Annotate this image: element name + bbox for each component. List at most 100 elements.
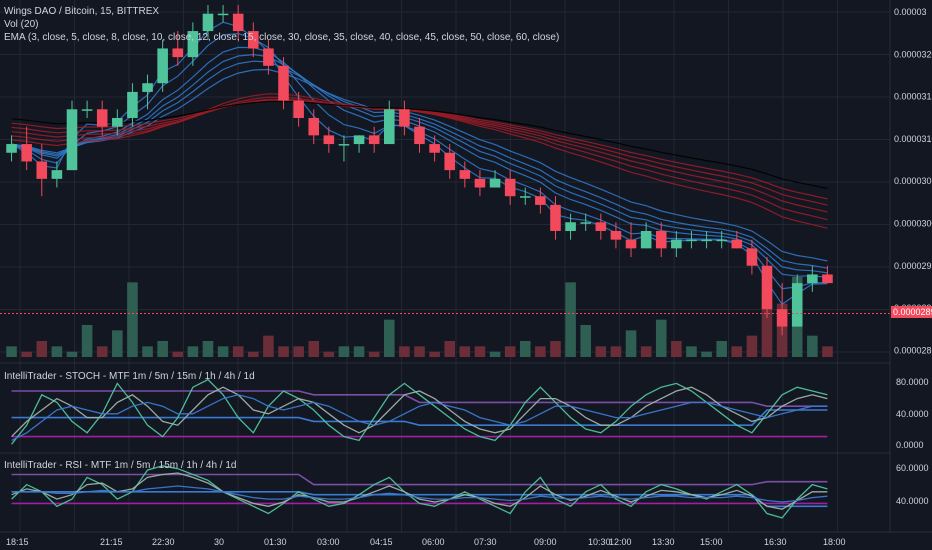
candle-body[interactable] — [112, 117, 123, 127]
candle-body[interactable] — [202, 13, 214, 32]
candle-body[interactable] — [731, 239, 743, 249]
candle-body[interactable] — [610, 230, 622, 240]
candle-body[interactable] — [36, 161, 48, 179]
candle-body[interactable] — [21, 144, 32, 162]
candle-body[interactable] — [323, 135, 335, 145]
ema-line — [11, 46, 828, 278]
candle-body[interactable] — [157, 48, 168, 84]
candle-body[interactable] — [444, 152, 456, 171]
candle-body[interactable] — [368, 135, 380, 145]
osc-series-line — [11, 394, 828, 441]
volume-bar — [565, 282, 576, 357]
price-tick-label: 0.0000295 — [894, 261, 932, 271]
time-axis[interactable]: 18:15 21:15 22:30 30 01:30 03:00 04:15 06:00 07:… — [6, 537, 846, 547]
candle-body[interactable] — [504, 178, 516, 197]
candle-body[interactable] — [429, 144, 440, 153]
time-tick-label: 12:00 — [609, 537, 632, 547]
candle-body[interactable] — [81, 109, 93, 111]
candle-body[interactable] — [686, 239, 697, 242]
volume-bar — [489, 351, 501, 357]
candle-body[interactable] — [353, 135, 365, 145]
last-price-label: 0.0000289 — [893, 307, 932, 317]
candle-body[interactable] — [338, 144, 350, 146]
ema-line — [11, 99, 828, 206]
stoch-legend[interactable]: IntelliTrader - STOCH - MTF 1m / 5m / 15… — [4, 371, 255, 382]
candle-body[interactable] — [716, 239, 727, 242]
rsi-axis[interactable]: 60.0000 40.0000 — [896, 463, 929, 506]
volume-bar — [519, 341, 531, 357]
volume-bar — [807, 335, 818, 357]
candle-body[interactable] — [308, 117, 320, 136]
candle-body[interactable] — [671, 239, 682, 249]
candle-body[interactable] — [187, 31, 199, 58]
candle-body[interactable] — [383, 109, 395, 145]
candle-body[interactable] — [232, 13, 244, 32]
candle-body[interactable] — [172, 48, 184, 58]
volume-bar — [278, 346, 289, 357]
stoch-axis[interactable]: 80.0000 40.0000 0.0000 — [896, 377, 929, 450]
volume-bar — [51, 346, 63, 357]
volume-legend[interactable]: Vol (20) — [4, 19, 39, 30]
volume-bar — [21, 351, 32, 357]
candle-body[interactable] — [263, 48, 274, 66]
candle-body[interactable] — [822, 274, 833, 284]
time-tick-label: 16:30 — [764, 537, 787, 547]
candle-body[interactable] — [625, 239, 637, 249]
candle-body[interactable] — [293, 100, 304, 118]
time-tick-label: 10:30 — [588, 537, 611, 547]
candle-body[interactable] — [459, 170, 471, 179]
candle-body[interactable] — [746, 248, 758, 266]
candle-body[interactable] — [776, 309, 788, 327]
candle-body[interactable] — [6, 144, 17, 153]
price-tick-label: 0.00003 — [894, 7, 927, 17]
ema-legend[interactable]: EMA (3, close, 5, close, 8, close, 10, c… — [4, 32, 560, 43]
candle-body[interactable] — [595, 222, 607, 231]
candle-body[interactable] — [640, 230, 652, 249]
volume-bar — [187, 346, 199, 357]
candle-body[interactable] — [474, 178, 486, 188]
candle-body[interactable] — [51, 170, 63, 179]
candle-body[interactable] — [701, 239, 712, 242]
volume-bar — [550, 341, 561, 357]
symbol-legend[interactable]: Wings DAO / Bitcoin, 15, BITTREX — [4, 6, 160, 17]
candle-body[interactable] — [414, 126, 425, 145]
volume-bar — [474, 346, 486, 357]
candle-body[interactable] — [248, 31, 259, 49]
candle-body[interactable] — [66, 109, 78, 171]
rsi-tick-label: 40.0000 — [896, 496, 929, 506]
volume-bar — [308, 341, 320, 357]
volume-bar — [625, 330, 637, 357]
osc-series-line — [11, 378, 828, 445]
candle-body[interactable] — [96, 109, 108, 127]
candle-body[interactable] — [278, 65, 289, 101]
volume-bar — [535, 346, 546, 357]
candle-body[interactable] — [519, 196, 531, 198]
stoch-tick-label: 40.0000 — [896, 409, 929, 419]
candle-body[interactable] — [127, 91, 138, 118]
candle-body[interactable] — [761, 265, 773, 310]
osc-series-line — [11, 485, 828, 503]
candle-body[interactable] — [489, 178, 501, 188]
candle-body[interactable] — [550, 204, 561, 231]
volume-bar — [323, 351, 335, 357]
rsi-tick-label: 60.0000 — [896, 463, 929, 473]
candlesticks[interactable] — [6, 5, 833, 336]
price-tick-label: 0.0000315 — [894, 92, 932, 102]
rsi-legend[interactable]: IntelliTrader - RSI - MTF 1m / 5m / 15m … — [4, 460, 237, 471]
candle-body[interactable] — [791, 283, 803, 327]
candle-body[interactable] — [655, 230, 667, 249]
candle-body[interactable] — [142, 83, 153, 92]
candle-body[interactable] — [580, 222, 591, 224]
volume-bar — [6, 346, 17, 357]
candle-body[interactable] — [535, 196, 546, 205]
candle-body[interactable] — [807, 274, 818, 284]
candle-body[interactable] — [399, 109, 410, 127]
time-tick-label: 04:15 — [370, 537, 393, 547]
candle-body[interactable] — [565, 222, 576, 231]
volume-bar — [761, 293, 773, 357]
candle-body[interactable] — [217, 13, 229, 16]
